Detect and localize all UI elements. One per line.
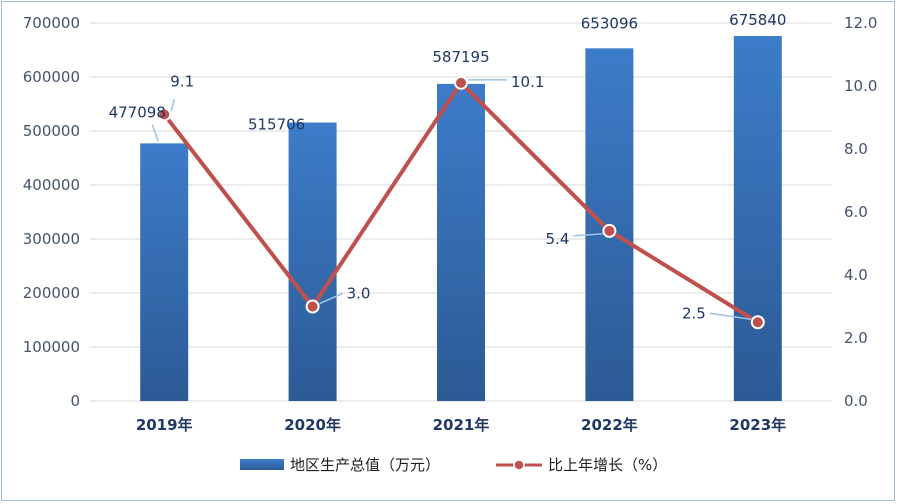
y-right-tick-label: 6.0: [844, 203, 868, 221]
y-axis-right: 0.0 2.0 4.0 6.0 8.0 10.0 12.0: [844, 14, 877, 410]
line-point: [157, 107, 172, 122]
leader-line: [170, 99, 175, 112]
line-point: [305, 299, 320, 314]
line-value-label: 2.5: [682, 304, 706, 322]
bar: [288, 122, 337, 401]
y-left-tick-label: 300000: [23, 230, 80, 248]
x-axis: 2019年 2020年 2021年 2022年 2023年: [136, 416, 786, 434]
line-value-label: 3.0: [347, 285, 371, 303]
y-axis-left: 0 100000 200000 300000 400000 500000 600000 700…: [23, 14, 80, 410]
y-right-tick-label: 12.0: [844, 14, 877, 32]
bar-value-label: 653096: [581, 14, 638, 32]
legend: 地区生产总值（万元） 比上年增长（%）: [240, 456, 667, 474]
line-value-label: 10.1: [511, 73, 544, 91]
y-left-tick-label: 700000: [23, 14, 80, 32]
y-right-tick-label: 2.0: [844, 329, 868, 347]
line-point: [602, 223, 617, 238]
y-left-tick-label: 500000: [23, 122, 80, 140]
legend-bar-label: 地区生产总值（万元）: [290, 456, 440, 474]
bar-value-label: 515706: [248, 116, 305, 134]
line-series: [157, 75, 765, 330]
legend-bar-swatch: [240, 459, 284, 470]
legend-line-marker: [513, 459, 525, 471]
bar: [140, 143, 189, 402]
bar: [733, 36, 782, 402]
y-left-tick-label: 600000: [23, 68, 80, 86]
y-left-tick-label: 0: [70, 392, 80, 410]
line-value-label: 5.4: [546, 230, 570, 248]
x-tick-label: 2022年: [581, 416, 638, 434]
line-point: [750, 315, 765, 330]
bar: [437, 83, 485, 401]
y-right-tick-label: 4.0: [844, 266, 868, 284]
y-left-tick-label: 200000: [23, 284, 80, 302]
leader-line: [573, 233, 603, 237]
leader-line: [151, 124, 159, 142]
bar-value-label: 587195: [432, 48, 489, 66]
legend-line-label: 比上年增长（%）: [548, 456, 667, 474]
y-right-tick-label: 0.0: [844, 392, 868, 410]
bar-series: [140, 36, 782, 402]
x-tick-label: 2020年: [284, 416, 341, 434]
line-value-label: 9.1: [170, 72, 194, 90]
x-tick-label: 2021年: [433, 416, 490, 434]
y-left-tick-label: 400000: [23, 176, 80, 194]
bar-value-label: 675840: [729, 11, 786, 29]
bar-value-label: 477098: [109, 103, 166, 121]
x-tick-label: 2019年: [136, 416, 193, 434]
y-left-tick-label: 100000: [23, 338, 80, 356]
leader-line: [709, 312, 751, 320]
y-right-tick-label: 10.0: [844, 77, 877, 95]
line-point: [454, 75, 468, 90]
x-tick-label: 2023年: [729, 416, 786, 434]
leader-line: [319, 292, 343, 305]
data-labels: 477098 515706 587195 653096 675840 9.1 3.0 10.1…: [109, 11, 787, 322]
y-right-tick-label: 8.0: [844, 140, 868, 158]
